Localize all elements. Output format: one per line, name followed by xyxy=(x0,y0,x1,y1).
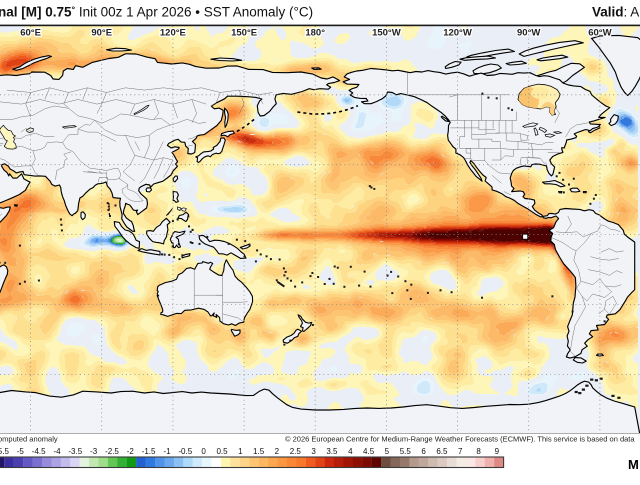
svg-text:-2.5: -2.5 xyxy=(105,447,119,456)
svg-text:9: 9 xyxy=(495,447,500,456)
svg-text:-4.5: -4.5 xyxy=(32,447,46,456)
svg-text:© 2026 European Centre for Med: © 2026 European Centre for Medium-Range … xyxy=(285,435,635,444)
svg-text:2.5: 2.5 xyxy=(290,447,302,456)
svg-text:3.5: 3.5 xyxy=(326,447,338,456)
svg-text:90°E: 90°E xyxy=(91,28,112,39)
svg-text:0: 0 xyxy=(201,447,206,456)
svg-text:6: 6 xyxy=(421,447,426,456)
svg-text:Valid: A: Valid: A xyxy=(592,5,639,20)
svg-text:-3: -3 xyxy=(90,447,98,456)
svg-text:180°: 180° xyxy=(305,28,325,39)
svg-text:3: 3 xyxy=(311,447,316,456)
svg-text:4: 4 xyxy=(348,447,353,456)
svg-text:120°E: 120°E xyxy=(160,28,186,39)
svg-text:5: 5 xyxy=(385,447,390,456)
svg-text:-5: -5 xyxy=(17,447,25,456)
svg-text:1: 1 xyxy=(238,447,243,456)
svg-text:60°W: 60°W xyxy=(588,28,611,39)
svg-text:-3.5: -3.5 xyxy=(68,447,82,456)
svg-text:90°W: 90°W xyxy=(517,28,540,39)
svg-text:omputed anomaly: omputed anomaly xyxy=(0,435,58,444)
svg-text:-1: -1 xyxy=(163,447,171,456)
svg-text:7: 7 xyxy=(458,447,463,456)
svg-text:0.5: 0.5 xyxy=(216,447,228,456)
svg-text:6.5: 6.5 xyxy=(436,447,448,456)
svg-text:M: M xyxy=(628,457,639,472)
svg-text:8: 8 xyxy=(476,447,481,456)
svg-text:5.5: 5.5 xyxy=(400,447,412,456)
svg-text:-2: -2 xyxy=(127,447,135,456)
svg-text:-5.5: -5.5 xyxy=(0,447,9,456)
svg-text:-0.5: -0.5 xyxy=(178,447,192,456)
svg-text:4.5: 4.5 xyxy=(363,447,375,456)
svg-text:nal [M] 0.75° Init 00z 1 Apr 2: nal [M] 0.75° Init 00z 1 Apr 2026 • SST … xyxy=(0,5,313,20)
svg-text:2: 2 xyxy=(275,447,280,456)
svg-text:150°W: 150°W xyxy=(372,28,401,39)
svg-text:60°E: 60°E xyxy=(20,28,41,39)
svg-text:150°E: 150°E xyxy=(231,28,257,39)
svg-text:1.5: 1.5 xyxy=(253,447,265,456)
svg-text:-4: -4 xyxy=(53,447,61,456)
svg-text:-1.5: -1.5 xyxy=(142,447,156,456)
svg-text:120°W: 120°W xyxy=(443,28,472,39)
